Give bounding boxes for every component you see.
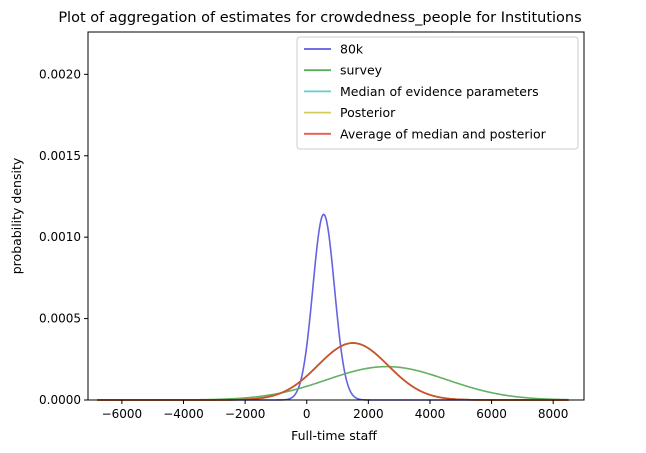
legend-label: survey — [340, 63, 383, 78]
chart-title: Plot of aggregation of estimates for cro… — [58, 10, 581, 26]
legend-label: 80k — [340, 42, 364, 57]
y-tick-label: 0.0005 — [39, 312, 81, 326]
plot-area: −6000 −4000 −2000 0 2000 4000 6000 8000 0.0000 0.… — [39, 31, 585, 421]
legend-label: Posterior — [340, 105, 396, 120]
x-tick-label: 2000 — [353, 407, 384, 421]
series-line-survey — [97, 365, 569, 401]
x-tick-label: 6000 — [476, 407, 507, 421]
legend-box — [296, 36, 579, 150]
x-tick-label: 8000 — [538, 407, 569, 421]
plot-frame — [87, 31, 585, 401]
x-tick-label: 0 — [303, 407, 311, 421]
series-line-80k — [97, 213, 569, 401]
y-axis-label: probability density — [9, 157, 24, 274]
x-tick-label: −2000 — [225, 407, 266, 421]
legend-label: Median of evidence parameters — [340, 84, 539, 99]
y-tick-label: 0.0020 — [39, 67, 81, 81]
x-tick-label: 4000 — [415, 407, 446, 421]
legend: 80k survey Median of evidence parameters Po… — [296, 36, 579, 150]
series-line-overlap — [97, 342, 569, 401]
x-tick-label: −4000 — [163, 407, 204, 421]
y-tick-label: 0.0010 — [39, 230, 81, 244]
y-tick-label: 0.0000 — [39, 393, 81, 407]
x-tick-label: −6000 — [102, 407, 143, 421]
x-axis-label: Full-time staff — [291, 428, 377, 443]
legend-label: Average of median and posterior — [340, 126, 547, 141]
y-tick-label: 0.0015 — [39, 149, 81, 163]
